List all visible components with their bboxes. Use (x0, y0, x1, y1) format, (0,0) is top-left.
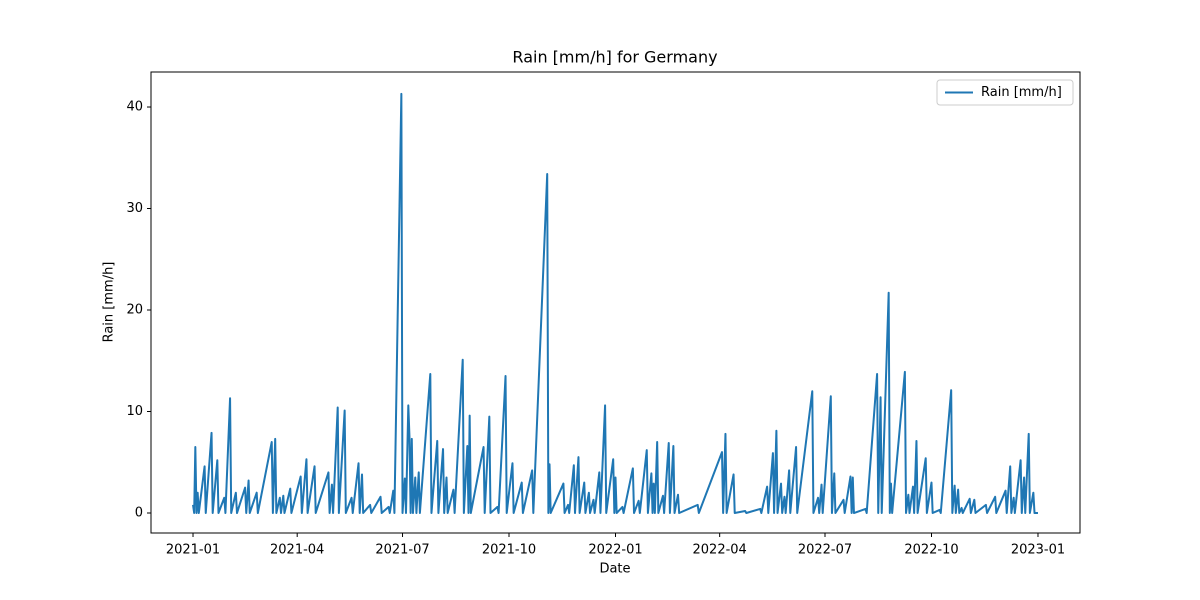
y-axis-label: Rain [mm/h] (102, 262, 117, 343)
x-tick-label: 2021-04 (270, 543, 324, 558)
y-tick-label: 10 (126, 404, 143, 419)
x-tick-label: 2022-07 (798, 543, 852, 558)
y-tick-label: 30 (126, 201, 143, 216)
x-tick-label: 2022-10 (904, 543, 958, 558)
x-axis-label: Date (599, 562, 630, 577)
legend-label: Rain [mm/h] (981, 85, 1062, 100)
chart-title: Rain [mm/h] for Germany (512, 48, 717, 67)
x-tick-label: 2021-07 (375, 543, 429, 558)
y-tick-label: 40 (126, 100, 143, 115)
x-tick-label: 2021-01 (166, 543, 220, 558)
legend-box (936, 79, 1074, 106)
x-tick-label: 2021-10 (482, 543, 536, 558)
x-tick-label: 2022-04 (693, 543, 747, 558)
x-tick-label: 2023-01 (1011, 543, 1065, 558)
plot-frame (150, 71, 1081, 534)
data-line (192, 92, 1038, 515)
x-tick-label: 2022-01 (588, 543, 642, 558)
y-tick-label: 20 (126, 303, 143, 318)
y-tick-label: 0 (135, 506, 143, 521)
